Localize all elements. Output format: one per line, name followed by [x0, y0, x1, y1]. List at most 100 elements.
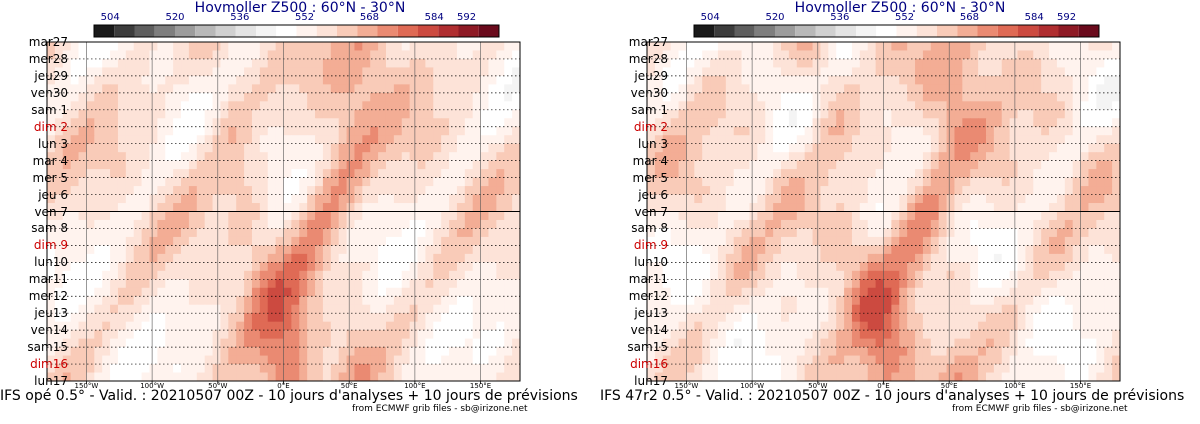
heatmap-cell — [946, 372, 955, 382]
heatmap-cell — [796, 245, 806, 255]
heatmap-cell — [117, 355, 127, 365]
heatmap-cell — [362, 270, 371, 280]
heatmap-cell — [804, 219, 814, 229]
heatmap-cell — [330, 338, 340, 348]
heatmap-cell — [54, 219, 64, 229]
heatmap-cell — [315, 84, 324, 94]
heatmap-cell — [425, 270, 434, 280]
heatmap-cell — [78, 109, 87, 119]
heatmap-cell — [883, 330, 892, 340]
heatmap-cell — [409, 84, 419, 94]
heatmap-cell — [647, 118, 656, 128]
heatmap-cell — [196, 262, 206, 272]
heatmap-cell — [851, 152, 861, 162]
heatmap-cell — [86, 160, 95, 170]
heatmap-cell — [725, 304, 735, 314]
heatmap-cell — [338, 101, 348, 111]
heatmap-cell — [433, 58, 442, 68]
heatmap-cell — [385, 194, 395, 204]
heatmap-cell — [212, 219, 221, 229]
heatmap-cell — [125, 152, 135, 162]
heatmap-cell — [62, 364, 72, 374]
heatmap-cell — [244, 211, 253, 221]
heatmap-cell — [694, 67, 703, 77]
heatmap-cell — [938, 50, 948, 60]
heatmap-cell — [275, 364, 284, 374]
heatmap-cell — [275, 67, 284, 77]
heatmap-cell — [938, 84, 948, 94]
hovmoller-chart-right — [646, 24, 1121, 384]
colorbar-swatch — [815, 25, 836, 37]
heatmap-cell — [117, 347, 127, 357]
heatmap-cell — [1064, 135, 1074, 145]
heatmap-cell — [236, 304, 245, 314]
heatmap-cell — [251, 109, 261, 119]
heatmap-cell — [710, 160, 719, 170]
heatmap-cell — [946, 313, 955, 323]
longitude-tick-label: 100°E — [1004, 382, 1026, 390]
heatmap-cell — [1041, 160, 1050, 170]
heatmap-cell — [954, 92, 963, 102]
heatmap-cell — [259, 101, 269, 111]
heatmap-cell — [117, 245, 127, 255]
heatmap-cell — [899, 372, 908, 382]
heatmap-cell — [733, 347, 743, 357]
heatmap-cell — [1104, 338, 1113, 348]
heatmap-cell — [472, 160, 482, 170]
heatmap-cell — [725, 347, 735, 357]
heatmap-cell — [867, 75, 877, 85]
heatmap-cell — [1064, 347, 1074, 357]
heatmap-cell — [173, 355, 182, 365]
heatmap-cell — [844, 50, 853, 60]
heatmap-cell — [117, 279, 127, 289]
heatmap-cell — [915, 169, 924, 179]
heatmap-cell — [788, 321, 798, 331]
heatmap-cell — [781, 67, 790, 77]
heatmap-cell — [749, 160, 758, 170]
heatmap-cell — [647, 126, 656, 136]
heatmap-cell — [654, 203, 664, 212]
heatmap-cell — [670, 270, 680, 280]
heatmap-cell — [275, 143, 284, 153]
heatmap-cell — [299, 92, 308, 102]
heatmap-cell — [362, 304, 371, 314]
heatmap-cell — [678, 211, 687, 221]
heatmap-cell — [859, 92, 869, 102]
heatmap-cell — [125, 186, 135, 196]
heatmap-cell — [496, 135, 505, 145]
heatmap-cell — [472, 270, 482, 280]
heatmap-cell — [1072, 101, 1082, 111]
heatmap-cell — [488, 228, 497, 238]
heatmap-cell — [1017, 58, 1026, 68]
heatmap-cell — [1017, 321, 1026, 331]
heatmap-cell — [283, 84, 292, 94]
heatmap-cell — [907, 75, 916, 85]
heatmap-cell — [425, 313, 434, 323]
heatmap-cell — [836, 67, 845, 77]
heatmap-cell — [694, 186, 703, 196]
heatmap-cell — [828, 203, 837, 212]
heatmap-cell — [464, 253, 474, 263]
heatmap-cell — [978, 135, 987, 145]
heatmap-cell — [741, 118, 750, 128]
heatmap-cell — [102, 194, 111, 204]
heatmap-cell — [228, 321, 237, 331]
heatmap-cell — [141, 236, 150, 246]
heatmap-cell — [851, 42, 861, 51]
heatmap-cell — [251, 84, 261, 94]
heatmap-cell — [922, 245, 932, 255]
heatmap-cell — [362, 321, 371, 331]
heatmap-cell — [283, 253, 292, 263]
heatmap-cell — [267, 126, 277, 136]
heatmap-cell — [1041, 211, 1050, 221]
heatmap-cell — [962, 92, 971, 102]
heatmap-cell — [954, 186, 963, 196]
heatmap-cell — [512, 194, 521, 204]
heatmap-cell — [788, 219, 798, 229]
heatmap-cell — [244, 253, 253, 263]
heatmap-cell — [47, 203, 56, 212]
heatmap-cell — [220, 42, 229, 51]
heatmap-cell — [1080, 152, 1089, 162]
heatmap-cell — [922, 321, 932, 331]
heatmap-cell — [1041, 262, 1050, 272]
